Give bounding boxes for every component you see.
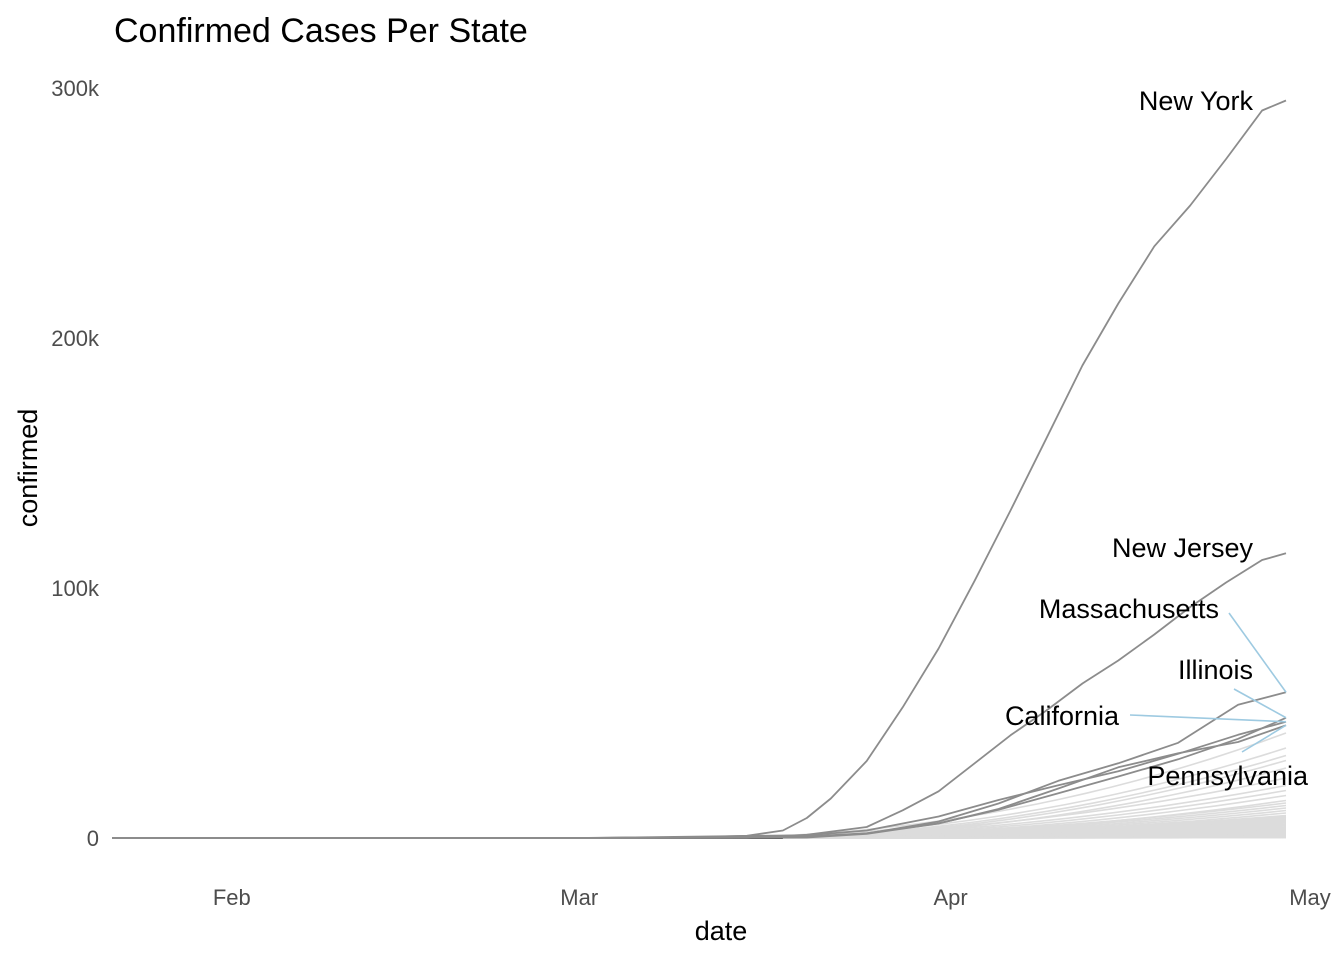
x-axis-title: date	[695, 916, 748, 946]
y-tick-label: 200k	[51, 326, 100, 351]
series-label: Massachusetts	[1039, 594, 1219, 624]
series-labels: New York New Jersey Massachusetts Illinois C…	[1005, 86, 1309, 791]
x-tick-label: Feb	[213, 885, 251, 910]
series-label: New York	[1139, 86, 1254, 116]
series-label: New Jersey	[1112, 533, 1254, 563]
x-tick-label: Apr	[933, 885, 967, 910]
background-series-lines	[112, 732, 1287, 839]
series-line	[112, 720, 1287, 839]
chart-title: Confirmed Cases Per State	[114, 12, 528, 50]
label-connector	[1233, 688, 1287, 719]
x-tick-label: Mar	[560, 885, 598, 910]
x-axis-ticks: Feb Mar Apr May	[213, 885, 1331, 910]
x-tick-label: May	[1289, 885, 1331, 910]
series-label: California	[1005, 701, 1120, 731]
label-connector	[1241, 724, 1287, 753]
series-line	[112, 716, 1287, 839]
y-tick-label: 100k	[51, 576, 100, 601]
y-tick-label: 0	[87, 826, 99, 851]
label-connector	[1129, 714, 1287, 723]
label-connector	[1228, 612, 1287, 693]
highlighted-series-lines	[112, 99, 1287, 839]
series-label: Pennsylvania	[1147, 761, 1309, 791]
label-connectors	[1129, 612, 1287, 753]
y-axis-ticks: 0 100k 200k 300k	[51, 76, 100, 851]
y-tick-label: 300k	[51, 76, 100, 101]
series-line	[112, 724, 1287, 839]
series-line	[112, 99, 1287, 839]
series-label: Illinois	[1178, 655, 1253, 685]
y-axis-title: confirmed	[13, 409, 43, 528]
